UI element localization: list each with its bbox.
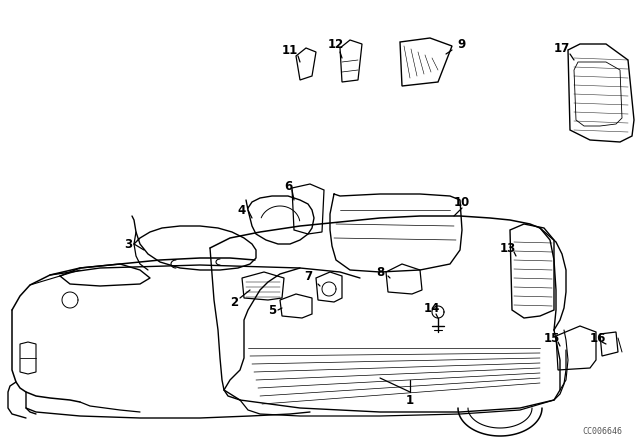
Text: 1: 1 [406, 393, 414, 406]
Text: 2: 2 [230, 296, 238, 309]
Text: 17: 17 [554, 42, 570, 55]
Text: 14: 14 [424, 302, 440, 314]
Text: 16: 16 [590, 332, 606, 345]
Text: 4: 4 [238, 203, 246, 216]
Text: 5: 5 [268, 303, 276, 316]
Text: 12: 12 [328, 38, 344, 51]
Text: 11: 11 [282, 43, 298, 56]
Text: 3: 3 [124, 237, 132, 250]
Text: CC006646: CC006646 [582, 427, 622, 436]
Text: 15: 15 [544, 332, 560, 345]
Text: 10: 10 [454, 195, 470, 208]
Text: 13: 13 [500, 241, 516, 254]
Text: 9: 9 [458, 38, 466, 51]
Text: 7: 7 [304, 270, 312, 283]
Text: 6: 6 [284, 180, 292, 193]
Text: 8: 8 [376, 266, 384, 279]
